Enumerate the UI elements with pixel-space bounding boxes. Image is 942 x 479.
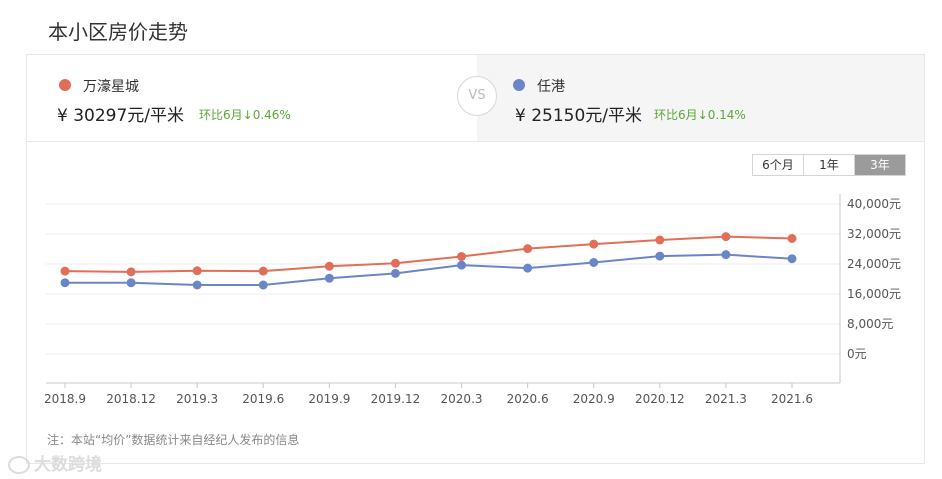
left-series-dot [59,79,71,91]
tab-1-year[interactable]: 1年 [803,155,854,175]
series-2-point [457,260,467,270]
series-2-point [324,273,334,283]
community-left: 万濠星城 ¥ 30297元/平米 环比6月↓0.46% [27,55,477,141]
watermark: 大数跨境 [8,450,102,475]
x-tick-label: 2020.12 [635,392,685,406]
tab-6-months[interactable]: 6个月 [753,155,803,175]
y-tick-label: 32,000元 [847,227,901,241]
left-change: 环比6月↓0.46% [199,108,291,122]
series-1-point [655,235,665,245]
y-tick-label: 8,000元 [847,317,893,331]
series-1-point [721,232,731,242]
right-community-name: 任港 [537,79,565,95]
series-2-point [787,254,797,264]
series-line-1 [64,235,793,273]
x-tick-label: 2019.9 [308,392,350,406]
series-2-point [523,263,533,273]
x-tick-label: 2019.12 [371,392,421,406]
series-1-point [787,234,797,243]
data-source-note: 注：本站“均价”数据统计来自经纪人发布的信息 [47,433,300,447]
x-tick-label: 2018.9 [44,392,86,406]
x-tick-label: 2019.3 [176,392,218,406]
series-1-point [523,244,533,254]
page-title: 本小区房价走势 [48,20,188,44]
price-trend-panel: 万濠星城 ¥ 30297元/平米 环比6月↓0.46% 任港 ¥ 25150元/… [26,54,925,464]
tab-3-years[interactable]: 3年 [854,155,905,175]
series-1-point [324,261,334,271]
series-2-point [721,250,731,260]
series-2-point [192,280,202,290]
series-2-point [60,278,70,288]
y-tick-label: 0元 [847,347,867,361]
period-tabs: 6个月 1年 3年 [752,154,906,176]
series-1-point [589,239,599,249]
series-2-point [589,258,599,267]
x-tick-label: 2020.3 [441,392,483,406]
series-2-point [655,251,665,261]
x-tick-label: 2021.3 [705,392,747,406]
series-2-point [126,278,136,288]
x-tick-label: 2019.6 [242,392,284,406]
y-tick-label: 24,000元 [847,257,901,271]
series-1-point [192,266,202,276]
series-line-2 [65,253,793,286]
x-tick-label: 2020.6 [507,392,549,406]
right-series-dot [513,79,525,91]
community-right: 任港 ¥ 25150元/平米 环比6月↓0.14% [477,55,924,141]
left-community-name: 万濠星城 [83,79,139,95]
left-price: ¥ 30297元/平米 [57,106,185,126]
y-tick-label: 40,000元 [847,197,901,211]
series-1-point [258,266,268,276]
vs-badge: VS [457,76,497,116]
compare-header: 万濠星城 ¥ 30297元/平米 环比6月↓0.46% 任港 ¥ 25150元/… [27,55,924,142]
x-tick-label: 2020.9 [573,392,615,406]
series-1-point [457,252,467,261]
series-2-point [390,268,400,278]
series-1-point [126,267,136,277]
watermark-logo-icon [8,456,30,474]
x-tick-label: 2021.6 [771,392,813,406]
right-price: ¥ 25150元/平米 [515,106,643,126]
series-1-point [390,258,400,268]
y-tick-label: 16,000元 [847,287,901,301]
x-tick-label: 2018.12 [106,392,156,406]
right-change: 环比6月↓0.14% [654,108,746,122]
watermark-text: 大数跨境 [34,455,102,475]
series-1-point [60,266,70,276]
series-2-point [258,280,268,290]
